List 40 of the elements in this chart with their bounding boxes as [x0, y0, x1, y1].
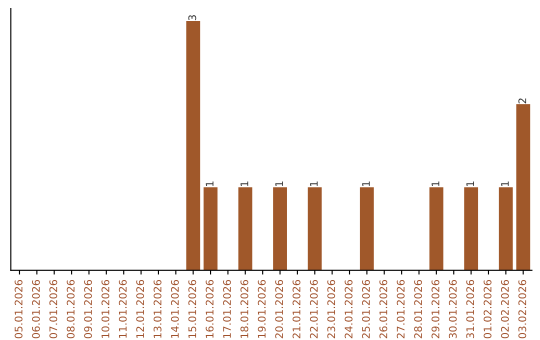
- data-label: 3: [188, 15, 196, 20]
- x-tick-label: 02.02.2026: [500, 280, 509, 338]
- data-label: 1: [206, 182, 214, 186]
- x-tick-label: 15.01.2026: [188, 280, 196, 338]
- x-tick-label: 28.01.2026: [414, 280, 422, 338]
- data-label: 2: [518, 98, 526, 104]
- data-label: 1: [240, 182, 248, 186]
- x-tick-label: 01.02.2026: [484, 280, 492, 338]
- x-tick-label: 09.01.2026: [84, 280, 92, 338]
- x-tick-label: 24.01.2026: [344, 280, 353, 338]
- x-tick-label: 06.01.2026: [32, 280, 40, 338]
- x-tick-label: 13.01.2026: [154, 280, 162, 338]
- x-tick-label: 03.02.2026: [518, 280, 526, 338]
- x-tick-label: 30.01.2026: [448, 280, 457, 338]
- x-tick-label: 26.01.2026: [379, 280, 388, 338]
- data-label: 1: [275, 182, 283, 186]
- x-tick-label: 22.01.2026: [310, 280, 318, 338]
- x-tick-label: 16.01.2026: [206, 280, 214, 338]
- x-tick-label: 05.01.2026: [14, 280, 23, 338]
- data-label: 1: [466, 182, 474, 186]
- data-label: 1: [501, 182, 509, 186]
- x-tick-label: 14.01.2026: [170, 280, 179, 338]
- x-tick-label: 19.01.2026: [258, 280, 266, 338]
- x-tick-label: 23.01.2026: [327, 280, 336, 338]
- x-tick-label: 21.01.2026: [292, 280, 300, 338]
- x-tick-label: 31.01.2026: [466, 280, 474, 338]
- x-tick-label: 25.01.2026: [362, 280, 370, 338]
- data-label: 1: [432, 182, 440, 186]
- x-tick-label: 11.01.2026: [118, 280, 127, 338]
- x-tick-label: 17.01.2026: [223, 280, 231, 338]
- x-tick-label: 20.01.2026: [275, 280, 284, 338]
- x-tick-label: 27.01.2026: [396, 280, 405, 338]
- x-tick-label: 18.01.2026: [240, 280, 248, 338]
- x-tick-label: 29.01.2026: [432, 280, 440, 338]
- data-label: 1: [362, 182, 370, 186]
- x-tick-label: 08.01.2026: [66, 280, 75, 338]
- x-tick-label: 12.01.2026: [136, 280, 144, 338]
- x-tick-label: 07.01.2026: [49, 280, 58, 338]
- x-tick-label: 10.01.2026: [101, 280, 110, 338]
- data-label: 1: [310, 182, 318, 186]
